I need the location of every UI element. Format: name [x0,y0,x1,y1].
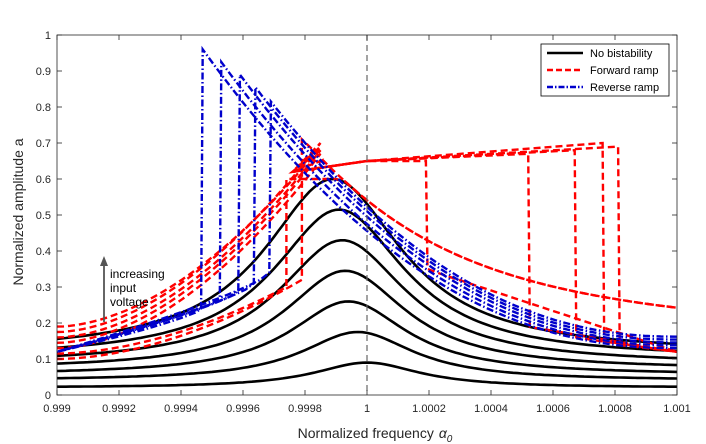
annotation-line-2: input [110,281,137,295]
annotation: increasing input voltage [100,256,165,322]
x-tick-label: 1.0006 [536,403,570,415]
legend-label-reverse-ramp: Reverse ramp [590,82,659,94]
reverse-ramp-curve [56,45,678,353]
forward-ramp-curve [56,152,678,353]
x-axis-ticks: 0.999 0.9992 0.9994 0.9996 0.9998 1 1.0002 1.00… [43,35,691,415]
x-axis-label-symbol: α [439,425,448,441]
x-tick-label: 0.9996 [226,403,260,415]
x-tick-label: 1.0002 [412,403,446,415]
y-tick-label: 0.5 [36,210,51,222]
y-tick-label: 0.7 [36,138,51,150]
y-tick-label: 1 [45,30,51,42]
y-tick-label: 0.6 [36,174,51,186]
reverse-ramp-curve [56,98,678,353]
x-tick-label: 0.9998 [288,403,322,415]
legend: No bistability Forward ramp Reverse ramp [540,43,670,97]
x-tick-label: 0.9994 [164,403,198,415]
reverse-ramp-curve [56,83,678,353]
y-tick-label: 0.3 [36,282,51,294]
y-tick-label: 0.8 [36,102,51,114]
y-tick-label: 0.2 [36,318,51,330]
y-tick-label: 0.9 [36,66,51,78]
y-tick-label: 0.4 [36,246,51,258]
x-tick-label: 1.0008 [598,403,632,415]
x-tick-label: 0.9992 [102,403,136,415]
y-axis-ticks: 0 0.1 0.2 0.3 0.4 0.5 0.6 0.7 0.8 0.9 1 [36,30,677,402]
x-tick-label: 1 [364,403,370,415]
x-tick-label: 1.0004 [474,403,508,415]
legend-label-no-bistability: No bistability [590,48,653,60]
y-tick-label: 0.1 [36,354,51,366]
legend-label-forward-ramp: Forward ramp [590,65,658,77]
forward-ramp-curve [56,177,678,355]
y-tick-label: 0 [45,390,51,402]
no-bistability-curve [56,239,678,360]
annotation-line-3: voltage [110,295,149,309]
annotation-line-1: increasing [110,267,165,281]
no-bistability-curve [57,361,677,388]
x-axis-label-subscript: 0 [447,434,453,444]
y-axis-label: Normalized amplitude a [10,138,26,285]
annotation-arrow-head [100,256,108,266]
x-axis-label-text: Normalized frequency [298,425,434,441]
x-tick-label: 1.001 [663,403,691,415]
x-axis-label: Normalized frequency α0 [298,425,453,444]
x-tick-label: 0.999 [43,403,71,415]
no-bistability-curve [57,330,678,380]
